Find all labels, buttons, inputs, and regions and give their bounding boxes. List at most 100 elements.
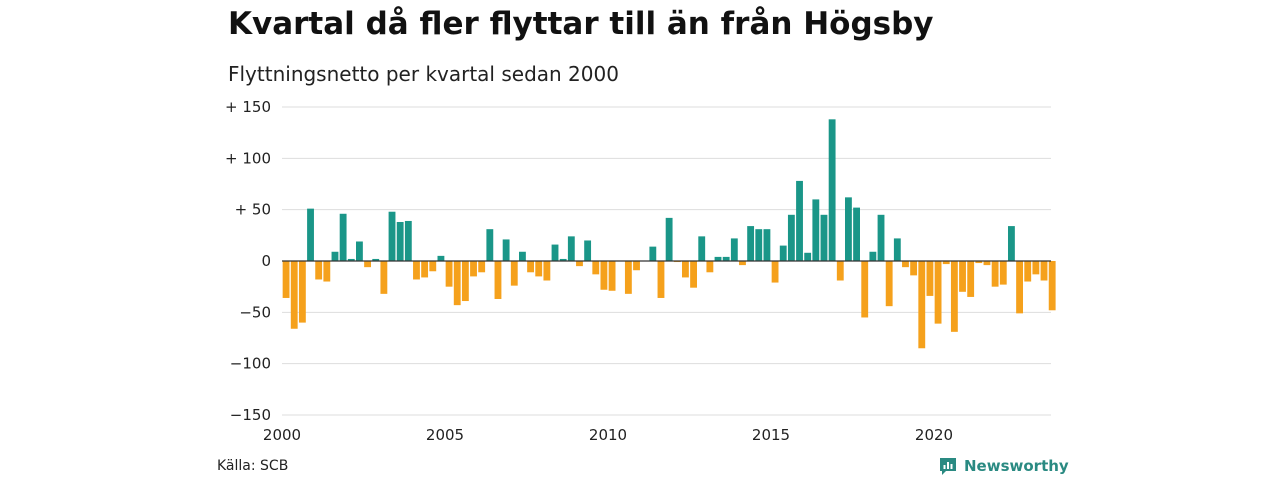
x-tick-label: 2015 (752, 426, 790, 444)
bar (1032, 261, 1040, 275)
bar (1048, 261, 1056, 311)
y-tick-label: −150 (230, 406, 271, 424)
bar (600, 261, 608, 290)
bar (1040, 261, 1048, 281)
bar (356, 241, 363, 261)
bar (902, 261, 909, 268)
y-tick-label: −50 (239, 303, 271, 321)
bar (494, 261, 502, 299)
bar (551, 244, 559, 261)
bar (755, 229, 763, 261)
bar (877, 214, 885, 261)
bar (404, 220, 412, 261)
bar (942, 261, 950, 265)
bar (388, 211, 396, 261)
bar (950, 261, 958, 332)
bar (298, 261, 306, 323)
bar (396, 221, 404, 261)
bar (633, 261, 640, 271)
bar (836, 261, 844, 281)
bar (967, 261, 975, 297)
bar (519, 251, 526, 261)
bar (853, 207, 860, 261)
bar (1008, 226, 1015, 261)
bar (869, 251, 877, 261)
bar (885, 261, 893, 307)
bar (567, 236, 575, 261)
bar (893, 238, 901, 261)
bar (779, 245, 787, 261)
x-tick-label: 2005 (426, 426, 464, 444)
bar (535, 261, 543, 277)
bar (429, 261, 437, 272)
bar (437, 255, 445, 261)
bar (307, 208, 314, 261)
bar (959, 261, 966, 292)
bar (910, 261, 918, 276)
bar (698, 236, 706, 261)
bar (364, 261, 371, 268)
bar (804, 252, 812, 261)
bar (722, 256, 730, 261)
bar (527, 261, 534, 273)
bar (657, 261, 665, 298)
y-tick-label: + 150 (225, 98, 271, 116)
bar (478, 261, 486, 273)
bar (812, 199, 820, 261)
bar (608, 261, 616, 291)
bar (543, 261, 551, 281)
bar (820, 214, 828, 261)
newsworthy-logo-icon (940, 458, 956, 475)
x-axis-ticks: 2000 2005 2010 2015 2020 (263, 426, 953, 444)
bar (282, 261, 290, 298)
brand-logo: Newsworthy (938, 456, 1069, 476)
bar (445, 261, 453, 287)
bar (624, 261, 632, 294)
bar (665, 217, 673, 261)
bar (983, 261, 991, 266)
bar (739, 261, 746, 266)
bar (413, 261, 420, 280)
bar (918, 261, 926, 349)
x-tick-label: 2000 (263, 426, 301, 444)
bar (461, 261, 469, 302)
bar (331, 251, 339, 261)
bar (486, 229, 494, 261)
bar (999, 261, 1007, 285)
bar (421, 261, 429, 278)
bars (282, 119, 1056, 349)
bar (991, 261, 999, 287)
bar (372, 258, 380, 261)
x-tick-label: 2010 (589, 426, 627, 444)
bar (592, 261, 600, 275)
brand-name: Newsworthy (964, 457, 1069, 475)
bar (380, 261, 388, 294)
bar (714, 256, 722, 261)
chart-subtitle: Flyttningsnetto per kvartal sedan 2000 (228, 62, 619, 86)
bar (315, 261, 323, 280)
bar (730, 238, 738, 261)
bar (926, 261, 934, 296)
y-tick-label: −100 (230, 355, 271, 373)
bar (682, 261, 689, 278)
bar (323, 261, 331, 282)
y-tick-label: + 50 (235, 201, 271, 219)
bar (787, 214, 795, 261)
bar (771, 261, 779, 283)
bar (828, 119, 836, 261)
bar (339, 213, 347, 261)
bar (347, 258, 355, 261)
bar (690, 261, 697, 288)
y-tick-label: + 100 (225, 149, 271, 167)
chart-title: Kvartal då fler flyttar till än från Hög… (228, 6, 934, 42)
bar (502, 239, 510, 261)
bar (845, 197, 852, 261)
bar (747, 226, 755, 261)
bar (1016, 261, 1023, 314)
bar (290, 261, 298, 329)
y-axis-ticks: + 150 + 100 + 50 0 −50 −100 −150 (225, 98, 271, 424)
bar (649, 246, 657, 261)
bar (861, 261, 869, 318)
bar (975, 261, 983, 264)
